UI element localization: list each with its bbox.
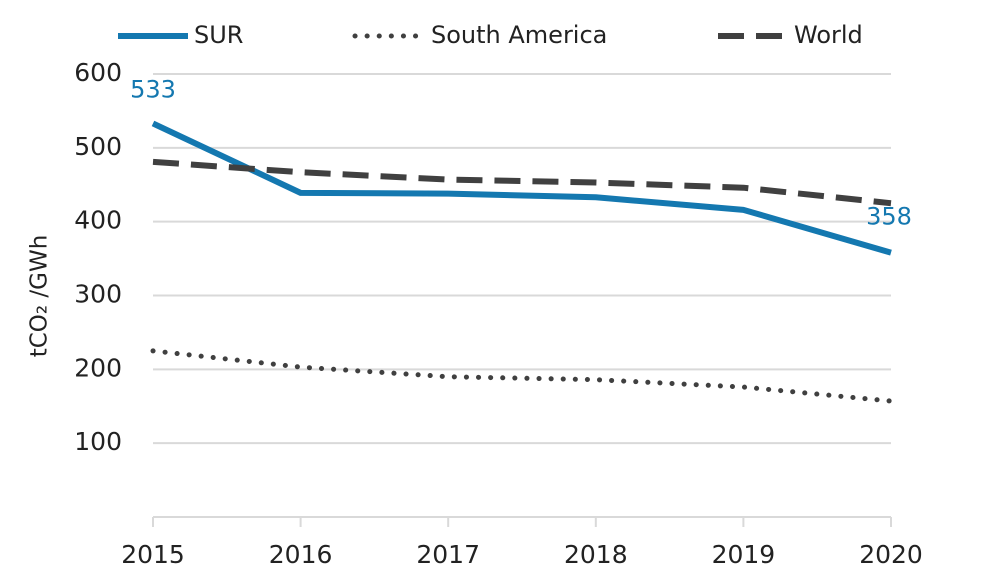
x-tick-label: 2019 bbox=[712, 540, 776, 569]
legend-label: South America bbox=[431, 21, 607, 49]
series-line bbox=[151, 120, 892, 256]
y-axis-label: tCO₂ /GWh bbox=[27, 235, 53, 358]
data-label: 533 bbox=[130, 75, 176, 103]
legend-label: SUR bbox=[194, 21, 243, 49]
data-label: 358 bbox=[866, 203, 912, 231]
y-tick-label: 300 bbox=[74, 280, 122, 309]
y-tick-label: 200 bbox=[74, 353, 122, 382]
y-tick-label: 400 bbox=[74, 206, 122, 235]
legend-label: World bbox=[794, 21, 863, 49]
x-tick-label: 2020 bbox=[859, 540, 923, 569]
y-tick-label: 100 bbox=[74, 427, 122, 456]
series-line bbox=[152, 158, 892, 207]
x-tick-label: 2017 bbox=[416, 540, 480, 569]
x-tick-label: 2016 bbox=[269, 540, 333, 569]
x-tick-label: 2015 bbox=[121, 540, 185, 569]
y-tick-label: 500 bbox=[74, 132, 122, 161]
x-tick-label: 2018 bbox=[564, 540, 628, 569]
y-tick-label: 600 bbox=[74, 58, 122, 87]
series-line bbox=[150, 348, 894, 404]
